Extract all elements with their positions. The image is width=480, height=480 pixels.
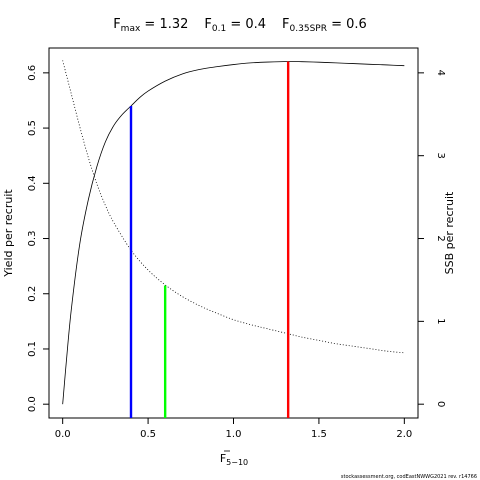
title-part-1: F: [204, 17, 211, 32]
y-axis-right: 0 1 2 3 4: [418, 70, 446, 407]
y2-tick-label: 1: [435, 318, 446, 324]
title-part-2-sub: 0.35SPR: [290, 24, 327, 34]
x-tick-label: 2.0: [396, 429, 412, 440]
title-part-1-value: = 0.4: [226, 17, 266, 32]
x-axis: 0.0 0.5 1.0 1.5 2.0: [55, 418, 412, 440]
chart-title: Fmax = 1.32 F0.1 = 0.4 F0.35SPR = 0.6: [113, 17, 367, 34]
x-tick-label: 1.5: [311, 429, 327, 440]
footer-note: stockassessment.org, codEastNWWG2021 rev…: [341, 474, 477, 480]
y-tick-label: 0.2: [27, 286, 38, 302]
y2-tick-label: 0: [435, 401, 446, 407]
title-part-0-value: = 1.32: [140, 17, 188, 32]
x-tick-label: 0.0: [55, 429, 71, 440]
title-part-2-value: = 0.6: [327, 17, 367, 32]
x-axis-label-main: F: [220, 452, 226, 465]
x-tick-label: 0.5: [140, 429, 156, 440]
y-tick-label: 0.5: [27, 120, 38, 136]
x-axis-label: F5−10: [220, 452, 248, 467]
series-line-ypr: [62, 61, 405, 405]
y-axis-label: Yield per recruit: [2, 189, 15, 278]
title-part-2: F: [282, 17, 289, 32]
x-tick-label: 1.0: [226, 429, 242, 440]
y-tick-label: 0.4: [27, 175, 38, 191]
title-part-1-sub: 0.1: [212, 24, 226, 34]
y2-tick-label: 3: [435, 152, 446, 158]
y-axis-left: 0.0 0.1 0.2 0.3 0.4 0.5 0.6: [27, 65, 49, 412]
title-part-0-sub: max: [121, 24, 141, 34]
plot-frame: [48, 47, 419, 419]
series-line-spr: [62, 60, 405, 354]
series-layer: [62, 60, 405, 405]
y-tick-label: 0.0: [27, 396, 38, 412]
y-tick-label: 0.1: [27, 341, 38, 357]
y2-axis-label: SSB per recruit: [443, 191, 456, 274]
title-part-0: F: [113, 17, 120, 32]
reference-lines: [129, 61, 290, 418]
y-tick-label: 0.6: [27, 65, 38, 81]
x-axis-label-sub: 5−10: [226, 458, 248, 467]
y2-tick-label: 4: [435, 70, 446, 76]
y2-tick-label: 2: [435, 235, 446, 241]
y-tick-label: 0.3: [27, 231, 38, 247]
